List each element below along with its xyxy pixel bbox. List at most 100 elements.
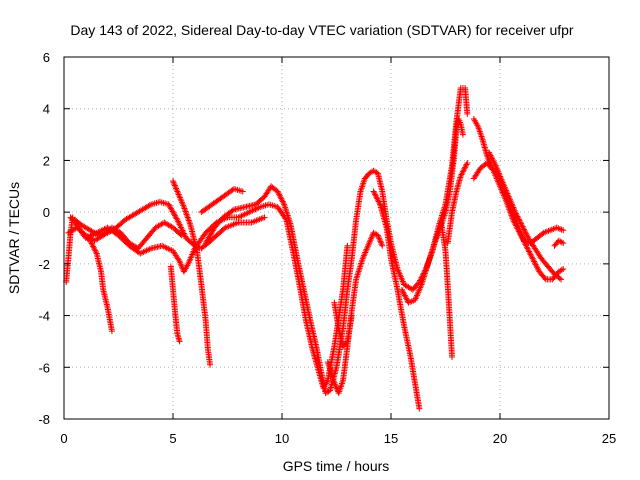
- data-point-fill: [534, 264, 541, 271]
- data-point: [348, 312, 355, 319]
- data-point: [560, 227, 567, 234]
- data-point-fill: [374, 195, 381, 202]
- data-point-fill: [517, 231, 524, 238]
- data-point: [464, 110, 471, 117]
- data-point-fill: [541, 275, 548, 282]
- data-point-fill: [488, 153, 495, 160]
- x-tick-label: 5: [169, 431, 176, 446]
- data-point-fill: [517, 219, 524, 226]
- data-point-fill: [534, 265, 541, 272]
- data-point: [449, 353, 456, 360]
- data-point-fill: [518, 232, 525, 239]
- y-tick-label: 0: [43, 205, 50, 220]
- data-point-fill: [355, 270, 362, 277]
- data-point-fill: [403, 296, 410, 303]
- data-point-fill: [512, 221, 519, 228]
- y-tick-label: 4: [43, 102, 50, 117]
- data-point-fill: [528, 254, 535, 261]
- data-point: [512, 209, 519, 216]
- data-point-fill: [173, 186, 180, 193]
- data-point-fill: [378, 241, 385, 248]
- x-tick-label: 25: [602, 431, 616, 446]
- data-point-fill: [524, 245, 531, 252]
- data-point-fill: [519, 235, 526, 242]
- data-point: [416, 405, 423, 412]
- data-point-fill: [511, 219, 518, 226]
- data-point-fill: [368, 234, 375, 241]
- chart-title: Day 143 of 2022, Sidereal Day-to-day VTE…: [70, 22, 574, 38]
- y-tick-label: -4: [38, 309, 50, 324]
- data-point: [518, 222, 525, 229]
- data-point-fill: [510, 218, 517, 225]
- data-point-fill: [146, 202, 153, 209]
- data-point-fill: [459, 168, 466, 175]
- data-point: [457, 172, 464, 179]
- data-point-fill: [463, 161, 470, 168]
- data-point-fill: [520, 226, 527, 233]
- data-point-fill: [376, 199, 383, 206]
- data-point-fill: [521, 227, 528, 234]
- data-point-fill: [358, 260, 365, 267]
- data-point-fill: [368, 235, 375, 242]
- data-point-fill: [531, 258, 538, 265]
- data-point-fill: [519, 223, 526, 230]
- data-point: [516, 229, 523, 236]
- data-point-fill: [520, 224, 527, 231]
- data-point-fill: [462, 164, 469, 171]
- data-point-fill: [512, 222, 519, 229]
- data-point-fill: [515, 216, 522, 223]
- data-point: [459, 131, 466, 138]
- y-tick-label: -6: [38, 360, 50, 375]
- data-point-fill: [375, 198, 382, 205]
- x-tick-label: 10: [275, 431, 289, 446]
- data-point: [464, 160, 471, 167]
- data-point-fill: [356, 265, 363, 272]
- data-point: [69, 214, 76, 221]
- data-point-fill: [282, 206, 289, 213]
- data-point: [176, 338, 183, 345]
- data-point-fill: [513, 212, 520, 219]
- data-point-fill: [331, 381, 338, 388]
- data-point: [176, 258, 183, 265]
- data-point-fill: [527, 251, 534, 258]
- data-point-fill: [403, 295, 410, 302]
- data-point-fill: [532, 261, 539, 268]
- data-point-fill: [279, 198, 286, 205]
- y-tick-label: -8: [38, 412, 50, 427]
- data-point: [370, 188, 377, 195]
- data-point: [510, 216, 517, 223]
- data-point-fill: [490, 158, 497, 165]
- data-point-fill: [332, 382, 339, 389]
- data-point: [207, 361, 214, 368]
- data-point: [108, 328, 115, 335]
- data-point-fill: [357, 262, 364, 269]
- data-point-fill: [376, 235, 383, 242]
- x-tick-label: 15: [384, 431, 398, 446]
- y-tick-label: 6: [43, 50, 50, 65]
- data-point: [331, 379, 338, 386]
- data-point-fill: [170, 179, 177, 186]
- data-point: [261, 214, 268, 221]
- data-point: [560, 240, 567, 247]
- data-point-fill: [374, 197, 381, 204]
- data-point-fill: [515, 226, 522, 233]
- data-point-fill: [522, 229, 529, 236]
- data-point: [366, 240, 373, 247]
- data-point-fill: [487, 152, 494, 159]
- data-point: [558, 276, 565, 283]
- data-point-fill: [401, 291, 408, 298]
- x-axis-label: GPS time / hours: [283, 458, 390, 474]
- data-point-fill: [401, 292, 408, 299]
- data-point-fill: [489, 155, 496, 162]
- data-point-fill: [518, 220, 525, 227]
- data-point-fill: [92, 249, 99, 256]
- data-point-fill: [520, 238, 527, 245]
- data-point-fill: [276, 192, 283, 199]
- data-point-fill: [333, 384, 340, 391]
- data-point-fill: [178, 262, 185, 269]
- data-point-fill: [513, 224, 520, 231]
- x-tick-label: 0: [60, 431, 67, 446]
- data-point: [374, 232, 381, 239]
- data-point-fill: [515, 228, 522, 235]
- data-point-fill: [514, 225, 521, 232]
